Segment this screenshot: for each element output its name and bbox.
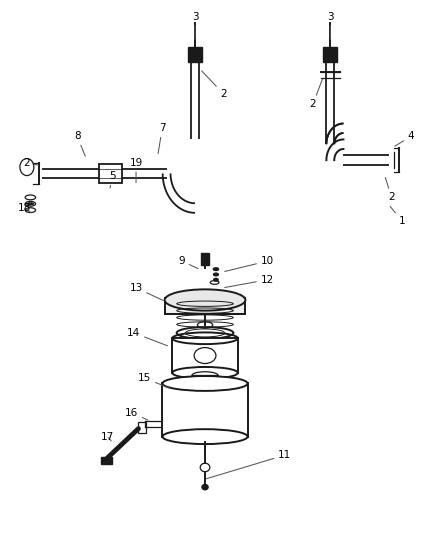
Ellipse shape bbox=[162, 429, 247, 444]
Text: 17: 17 bbox=[101, 432, 114, 442]
Text: 16: 16 bbox=[125, 408, 148, 420]
Text: 1: 1 bbox=[390, 206, 406, 227]
Bar bbox=[165, 298, 245, 314]
Text: 18: 18 bbox=[18, 203, 32, 213]
Text: 9: 9 bbox=[179, 256, 198, 269]
Text: 2: 2 bbox=[310, 79, 322, 109]
Ellipse shape bbox=[214, 278, 218, 281]
Text: 2: 2 bbox=[385, 177, 395, 203]
Bar bbox=[323, 47, 337, 62]
Text: 15: 15 bbox=[138, 373, 170, 388]
Text: 2: 2 bbox=[24, 158, 39, 168]
Bar bbox=[188, 47, 202, 62]
Bar bbox=[162, 383, 247, 437]
Ellipse shape bbox=[26, 202, 34, 205]
FancyBboxPatch shape bbox=[99, 164, 122, 183]
Bar bbox=[138, 422, 146, 433]
Ellipse shape bbox=[165, 289, 245, 311]
Text: 10: 10 bbox=[225, 256, 274, 271]
Ellipse shape bbox=[172, 367, 238, 378]
Text: 14: 14 bbox=[127, 328, 167, 346]
Text: 5: 5 bbox=[109, 171, 115, 188]
Text: 8: 8 bbox=[74, 131, 85, 156]
Text: 19: 19 bbox=[129, 158, 143, 183]
Ellipse shape bbox=[213, 268, 219, 270]
Ellipse shape bbox=[214, 273, 219, 276]
Text: 4: 4 bbox=[395, 131, 414, 146]
Text: 3: 3 bbox=[192, 12, 198, 39]
Bar bbox=[192, 375, 218, 383]
Ellipse shape bbox=[202, 484, 208, 490]
Bar bbox=[101, 457, 112, 464]
Bar bbox=[172, 338, 238, 373]
Text: 7: 7 bbox=[158, 123, 166, 154]
Text: 3: 3 bbox=[327, 12, 334, 39]
Text: 13: 13 bbox=[129, 283, 163, 301]
Text: 12: 12 bbox=[225, 275, 274, 287]
Text: 2: 2 bbox=[201, 71, 227, 99]
Bar bbox=[201, 253, 209, 265]
Text: 11: 11 bbox=[206, 450, 291, 479]
Ellipse shape bbox=[162, 376, 247, 391]
